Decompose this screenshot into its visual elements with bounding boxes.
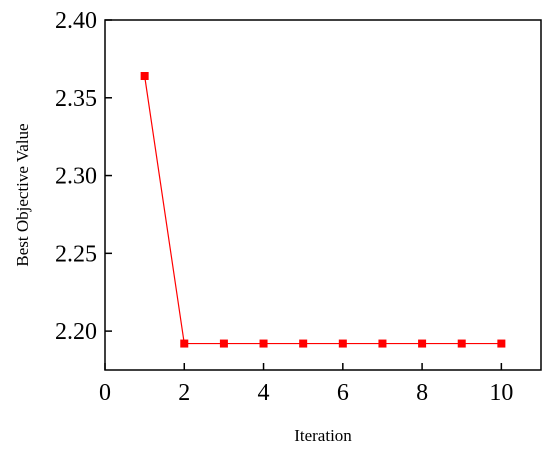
y-axis: 2.20 2.25 2.30 2.35 2.40 [55,8,112,345]
x-axis: 0 2 4 6 8 10 [99,363,513,406]
y-tick-label: 2.25 [55,241,97,267]
x-tick-label: 4 [258,380,270,406]
data-point [180,339,189,348]
data-point [418,339,427,348]
x-tick-label: 8 [416,380,428,406]
data-point [457,339,466,348]
y-tick-label: 2.35 [55,86,97,112]
y-axis-title: Best Objective Value [13,123,32,266]
data-point [338,339,347,348]
data-point [219,339,228,348]
x-tick-label: 10 [489,380,513,406]
series-layer [140,72,506,348]
series-line [144,75,502,345]
x-tick-label: 2 [178,380,190,406]
x-tick-label: 0 [99,380,111,406]
data-point [259,339,268,348]
x-tick-label: 6 [337,380,349,406]
plot-frame [104,19,542,371]
y-tick-label: 2.30 [55,164,97,190]
data-point [497,339,506,348]
y-tick-label: 2.20 [55,319,97,345]
data-point [299,339,308,348]
x-axis-title: Iteration [294,426,352,445]
data-point [378,339,387,348]
y-tick-label: 2.40 [55,8,97,34]
data-point [140,72,149,80]
